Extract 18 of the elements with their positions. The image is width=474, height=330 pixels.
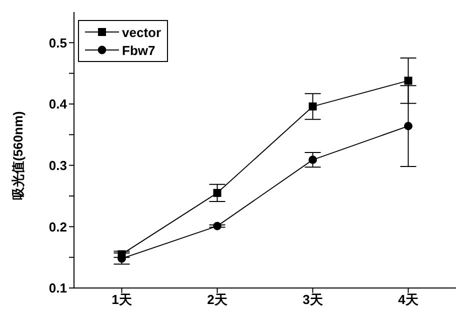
- y-tick-label: 0.2: [48, 219, 67, 234]
- y-axis-title: 吸光值(560nm): [10, 111, 26, 200]
- x-tick-label: 1天: [112, 292, 133, 308]
- legend-label: Fbw7: [122, 42, 156, 58]
- y-tick-label: 0.3: [48, 158, 67, 173]
- x-tick-label: 3天: [302, 292, 324, 308]
- y-tick-label: 0.1: [48, 280, 67, 296]
- y-tick-label: 0.4: [48, 96, 68, 112]
- legend-label: vector: [122, 24, 162, 40]
- point: [308, 102, 317, 110]
- x-tick-label: 2天: [207, 292, 228, 308]
- y-tick-label: 0.5: [48, 35, 67, 50]
- point: [404, 76, 412, 85]
- x-tick-label: 4天: [398, 292, 420, 308]
- point: [213, 188, 222, 197]
- point: [308, 156, 317, 164]
- point: [404, 122, 412, 130]
- point: [213, 222, 222, 230]
